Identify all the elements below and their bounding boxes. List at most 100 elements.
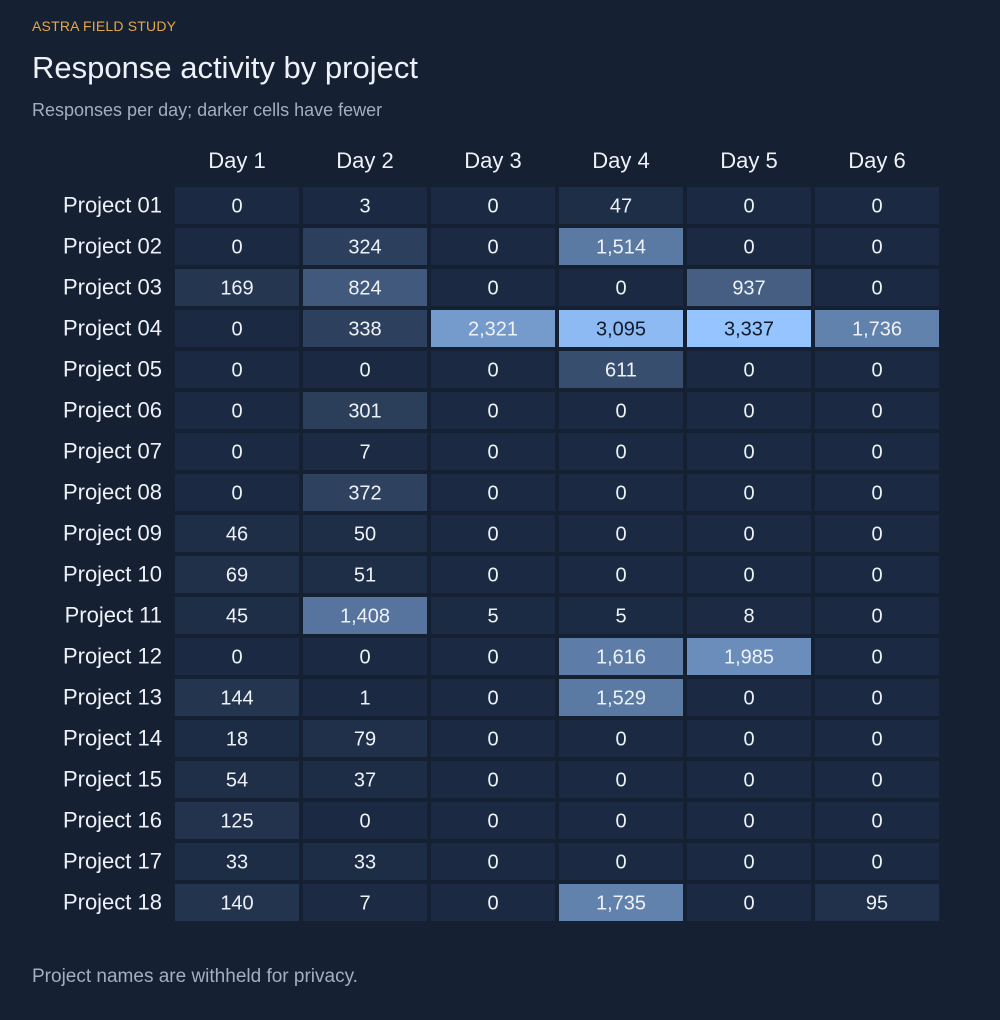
cell-value-label: 1,408	[340, 606, 390, 628]
row-label: Project 04	[63, 316, 162, 341]
heatmap-cell	[431, 843, 555, 880]
heatmap-cell	[559, 556, 683, 593]
heatmap-cell	[175, 884, 299, 921]
column-label: Day 1	[208, 148, 265, 173]
cell-value-label: 0	[487, 770, 498, 792]
heatmap-cell	[303, 310, 427, 347]
heatmap-cell	[815, 679, 939, 716]
cell-value-label: 0	[487, 360, 498, 382]
heatmap-cell	[431, 802, 555, 839]
heatmap-cell	[175, 597, 299, 634]
heatmap-cell	[431, 392, 555, 429]
heatmap-cell	[303, 802, 427, 839]
cell-value-label: 95	[866, 893, 888, 915]
heatmap-cell	[815, 720, 939, 757]
cell-value-label: 0	[743, 360, 754, 382]
heatmap-cell	[175, 474, 299, 511]
heatmap-cell	[559, 638, 683, 675]
heatmap-cell	[687, 187, 811, 224]
row-label: Project 05	[63, 357, 162, 382]
cell-value-label: 1,736	[852, 319, 902, 341]
heatmap-cell	[175, 802, 299, 839]
heatmap-cell	[175, 228, 299, 265]
cell-value-label: 0	[743, 442, 754, 464]
column-label: Day 5	[720, 148, 777, 173]
cell-value-label: 3,337	[724, 319, 774, 341]
cell-value-label: 37	[354, 770, 376, 792]
cell-value-label: 0	[487, 565, 498, 587]
row-label: Project 09	[63, 521, 162, 546]
heatmap-cell	[815, 638, 939, 675]
heatmap-cell	[815, 843, 939, 880]
cell-value-label: 1	[359, 688, 370, 710]
cell-value-label: 5	[615, 606, 626, 628]
cell-value-label: 0	[487, 237, 498, 259]
heatmap-cell	[815, 761, 939, 798]
cell-value-label: 0	[871, 524, 882, 546]
cell-value-label: 0	[743, 524, 754, 546]
cell-value-label: 0	[743, 237, 754, 259]
cell-value-label: 0	[615, 401, 626, 423]
heatmap-cell	[687, 392, 811, 429]
cell-value-label: 0	[743, 688, 754, 710]
cell-value-label: 824	[348, 278, 381, 300]
cell-value-label: 7	[359, 442, 370, 464]
cell-value-label: 0	[743, 196, 754, 218]
heatmap-cell	[175, 310, 299, 347]
heatmap-cell	[303, 474, 427, 511]
cell-value-label: 0	[615, 811, 626, 833]
heatmap-cell	[431, 310, 555, 347]
heatmap-cell	[559, 515, 683, 552]
column-label: Day 3	[464, 148, 521, 173]
row-label: Project 13	[63, 685, 162, 710]
heatmap-cell	[687, 638, 811, 675]
heatmap-cell	[303, 761, 427, 798]
heatmap-cell	[431, 638, 555, 675]
column-label: Day 6	[848, 148, 905, 173]
heatmap-cell	[687, 556, 811, 593]
cell-value-label: 33	[354, 852, 376, 874]
heatmap-cell	[175, 269, 299, 306]
cell-value-label: 0	[359, 360, 370, 382]
heatmap-cell	[559, 187, 683, 224]
heatmap-cell	[815, 351, 939, 388]
heatmap-cell	[175, 433, 299, 470]
heatmap-cell	[303, 597, 427, 634]
cell-value-label: 0	[231, 483, 242, 505]
cell-value-label: 0	[487, 196, 498, 218]
cell-value-label: 51	[354, 565, 376, 587]
row-label: Project 01	[63, 193, 162, 218]
heatmap-cell	[303, 515, 427, 552]
cell-value-label: 125	[220, 811, 253, 833]
cell-value-label: 0	[359, 647, 370, 669]
cell-value-label: 69	[226, 565, 248, 587]
cell-value-label: 1,616	[596, 647, 646, 669]
heatmap-cell	[303, 720, 427, 757]
cell-value-label: 0	[487, 483, 498, 505]
heatmap-cell	[687, 310, 811, 347]
heatmap-cell	[687, 843, 811, 880]
heatmap-cell	[431, 884, 555, 921]
heatmap-cell	[175, 392, 299, 429]
cell-value-label: 0	[615, 852, 626, 874]
heatmap-cell	[559, 228, 683, 265]
chart-kicker: ASTRA FIELD STUDY	[32, 18, 177, 34]
cell-value-label: 7	[359, 893, 370, 915]
heatmap-cell	[431, 187, 555, 224]
cell-value-label: 33	[226, 852, 248, 874]
heatmap-cell	[815, 556, 939, 593]
heatmap-cell	[175, 187, 299, 224]
cell-value-label: 0	[871, 442, 882, 464]
heatmap-cell	[559, 310, 683, 347]
cell-value-label: 169	[220, 278, 253, 300]
heatmap-cell	[687, 269, 811, 306]
cell-value-label: 0	[231, 360, 242, 382]
heatmap-cell	[303, 556, 427, 593]
row-label: Project 16	[63, 808, 162, 833]
heatmap-cell	[687, 802, 811, 839]
cell-value-label: 3,095	[596, 319, 646, 341]
heatmap-cell	[175, 720, 299, 757]
cell-value-label: 0	[871, 565, 882, 587]
heatmap-cell	[815, 392, 939, 429]
cell-value-label: 8	[743, 606, 754, 628]
